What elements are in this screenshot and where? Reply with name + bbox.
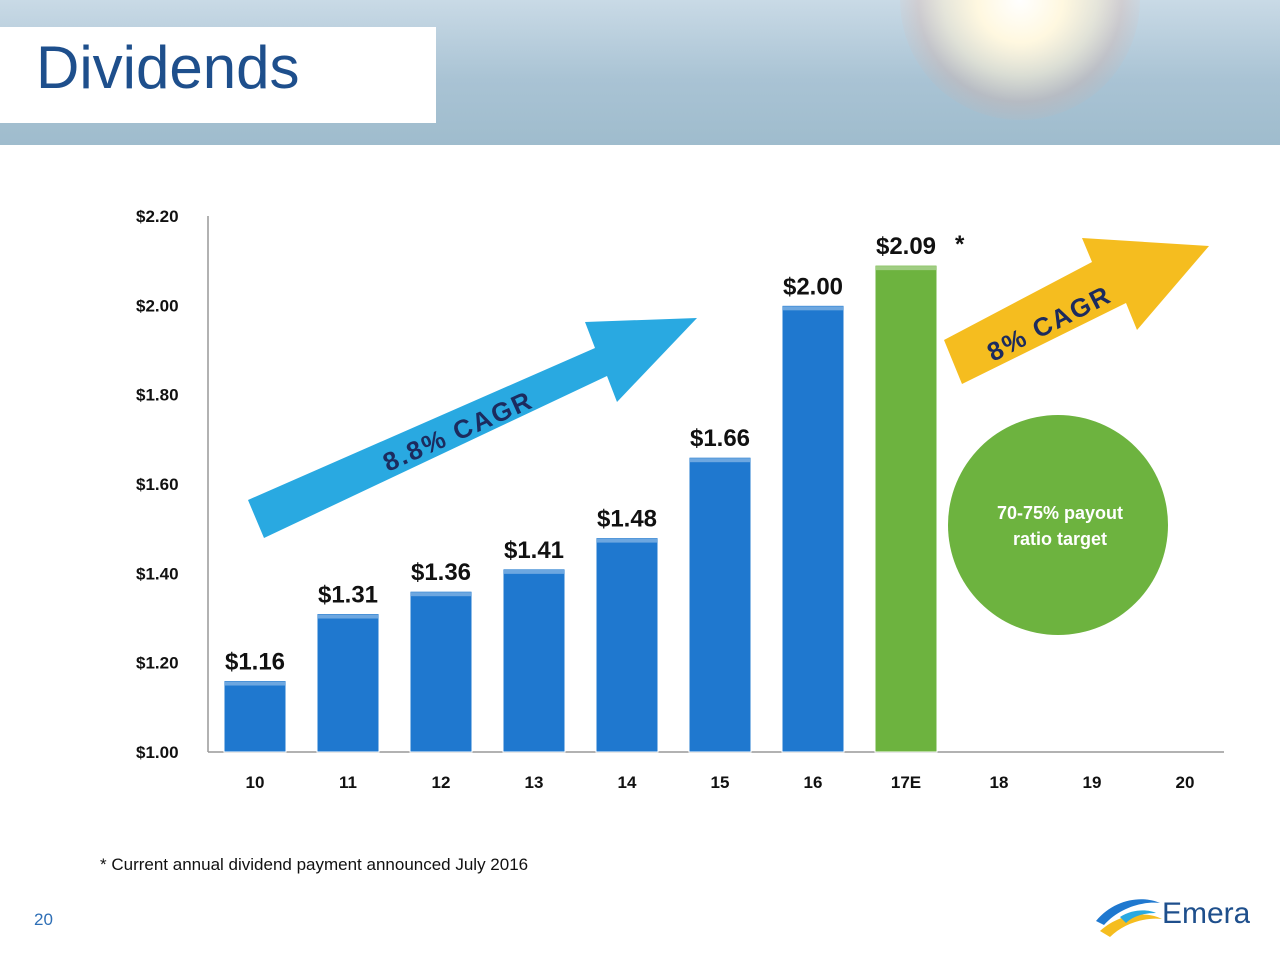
y-tick-label: $1.60	[136, 475, 179, 494]
logo-swoosh-light	[1120, 910, 1156, 923]
y-tick-label: $2.00	[136, 296, 179, 315]
y-axis-ticks: $1.00 $1.20 $1.40 $1.60 $1.80 $2.00 $2.20	[136, 207, 179, 762]
bar-value-label: $1.31	[318, 582, 378, 609]
bar-highlight	[876, 266, 936, 271]
past-cagr-label: 8.8% CAGR	[378, 385, 537, 478]
x-tick-label: 12	[432, 773, 451, 792]
bar-highlight	[597, 538, 657, 543]
y-tick-label: $1.40	[136, 564, 179, 583]
payout-label-line1: 70-75% payout	[997, 503, 1123, 523]
x-tick-label: 11	[339, 773, 357, 792]
bar-value-label: $2.09	[876, 233, 936, 260]
bar	[874, 264, 938, 753]
logo-swoosh-yellow	[1100, 914, 1162, 937]
logo-wordmark: Emera	[1162, 897, 1250, 930]
x-tick-label: 20	[1176, 773, 1195, 792]
x-tick-label: 17E	[891, 773, 921, 792]
slide-title: Dividends	[36, 34, 300, 101]
footnote: * Current annual dividend payment announ…	[100, 855, 529, 874]
bar-value-label: $1.16	[225, 649, 285, 676]
bar-value-label: $1.66	[690, 425, 750, 452]
bar-highlight	[504, 569, 564, 574]
bar	[409, 590, 473, 753]
x-tick-label: 14	[618, 773, 637, 792]
bar	[316, 613, 380, 753]
x-tick-label: 10	[246, 773, 265, 792]
bar	[502, 568, 566, 753]
payout-label-line2: ratio target	[1013, 529, 1107, 549]
x-tick-label: 15	[711, 773, 730, 792]
logo-swoosh-blue	[1096, 899, 1160, 925]
bar-highlight	[225, 681, 285, 686]
y-tick-label: $1.20	[136, 654, 179, 673]
bar	[781, 304, 845, 753]
x-tick-label: 16	[804, 773, 823, 792]
future-cagr-arrow: 8% CAGR	[944, 238, 1209, 384]
bar	[688, 456, 752, 753]
x-axis-ticks: 10 11 12 13 14 15 16 17E 18 19 20	[246, 773, 1195, 792]
bar-value-label: $1.36	[411, 559, 471, 586]
x-tick-label: 19	[1083, 773, 1102, 792]
bar-highlight	[783, 306, 843, 311]
x-tick-label: 18	[990, 773, 1009, 792]
title-box	[0, 27, 436, 123]
y-tick-label: $1.80	[136, 386, 179, 405]
bar	[595, 537, 659, 753]
bar-value-label: $1.41	[504, 537, 564, 564]
bar-highlight	[690, 458, 750, 463]
bar-value-label: $1.48	[597, 506, 657, 533]
bar-value-label: $2.00	[783, 273, 843, 300]
x-tick-label: 13	[525, 773, 544, 792]
page-number: 20	[34, 910, 53, 929]
y-tick-label: $2.20	[136, 207, 179, 226]
chart-bars	[223, 264, 938, 753]
estimate-asterisk: *	[955, 231, 965, 258]
bar-highlight	[411, 592, 471, 597]
data-labels: $1.16 $1.31 $1.36 $1.41 $1.48 $1.66 $2.00 $2.09	[225, 233, 936, 675]
emera-logo: Emera	[1096, 897, 1250, 937]
bar-highlight	[318, 614, 378, 619]
bar	[223, 680, 287, 753]
payout-target-circle: 70-75% payout ratio target	[948, 415, 1168, 635]
y-tick-label: $1.00	[136, 743, 179, 762]
